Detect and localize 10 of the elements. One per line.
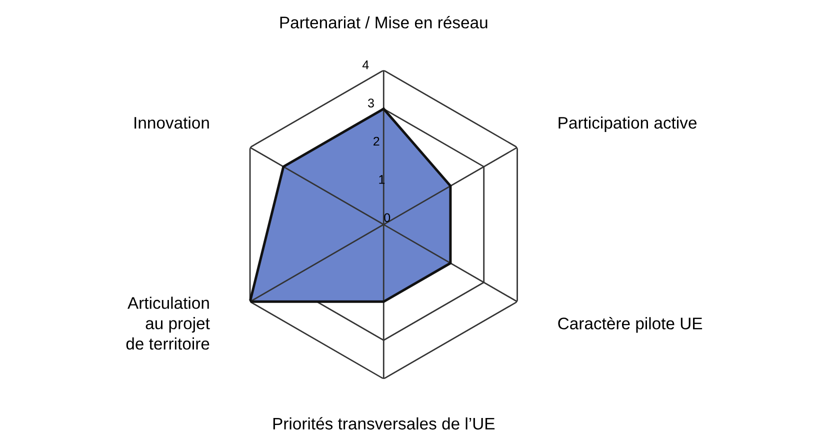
spoke-label: Innovation <box>134 116 209 129</box>
spoke-label: Caractère pilote UE <box>558 316 702 333</box>
spoke-label: Participation active <box>558 116 696 132</box>
spoke-label: Articulation au projet de territoire <box>126 296 210 350</box>
y-tick-label: 2 <box>374 136 380 146</box>
spoke-label: Partenariat / Mise en réseau <box>280 16 488 28</box>
y-tick-label: 0 <box>384 213 390 222</box>
y-tick-label: 3 <box>368 98 374 108</box>
spoke-label: Priorités transversales de l’UE <box>273 417 495 430</box>
y-tick-label: 4 <box>362 60 369 70</box>
